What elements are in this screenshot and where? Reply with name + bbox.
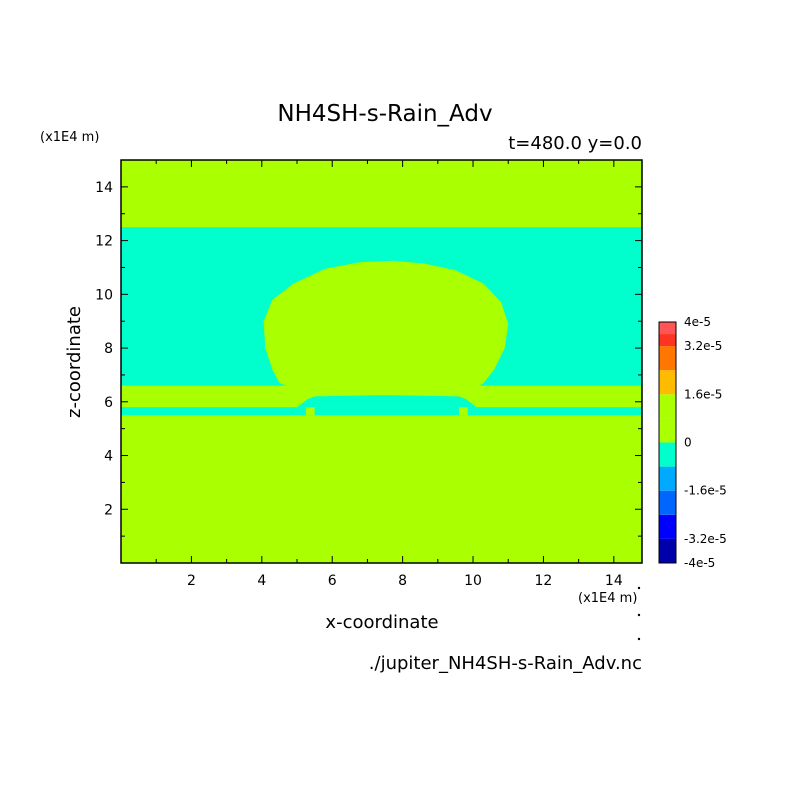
y-unit-label: (x1E4 m) bbox=[40, 130, 99, 145]
colorbar-label: 4e-5 bbox=[684, 315, 711, 329]
x-tick-label: 6 bbox=[328, 573, 337, 589]
chart-title: NH4SH-s-Rain_Adv bbox=[277, 101, 492, 127]
colorbar-level bbox=[659, 394, 676, 419]
y-tick-label: 4 bbox=[104, 449, 113, 465]
colorbar-level bbox=[659, 538, 676, 563]
zero-region-dome bbox=[263, 260, 509, 397]
x-tick-label: 10 bbox=[464, 573, 482, 589]
y-tick-label: 6 bbox=[104, 395, 113, 411]
y-tick-label: 14 bbox=[95, 180, 113, 196]
negative-region-lens bbox=[297, 395, 477, 408]
x-tick-label: 12 bbox=[535, 573, 553, 589]
mark-dot bbox=[637, 637, 641, 641]
y-tick-label: 10 bbox=[95, 287, 113, 303]
source-file-label: ./jupiter_NH4SH-s-Rain_Adv.nc bbox=[369, 653, 642, 674]
x-tick-label: 14 bbox=[605, 573, 623, 589]
y-tick-label: 12 bbox=[95, 234, 113, 250]
colorbar-level bbox=[659, 418, 676, 443]
field-region bbox=[121, 407, 642, 416]
colorbar-level bbox=[659, 322, 676, 335]
x-tick-label: 4 bbox=[257, 573, 266, 589]
chart-subtitle: t=480.0 y=0.0 bbox=[508, 133, 642, 154]
colorbar-label: 1.6e-5 bbox=[684, 387, 722, 401]
y-tick-label: 2 bbox=[104, 502, 113, 518]
colorbar-label: -3.2e-5 bbox=[684, 532, 727, 546]
x-tick-label: 8 bbox=[398, 573, 407, 589]
axes: 2 4 6 8 10 12 14 2 4 6 8 10 12 14 bbox=[95, 159, 643, 589]
colorbar-level bbox=[659, 490, 676, 515]
x-tick-label: 2 bbox=[187, 573, 196, 589]
x-axis-label: x-coordinate bbox=[325, 612, 438, 633]
colorbar-label: -1.6e-5 bbox=[684, 484, 727, 498]
mark-dot bbox=[637, 613, 641, 617]
colorbar-level bbox=[659, 442, 676, 467]
colorbar-level bbox=[659, 370, 676, 395]
zero-region-step bbox=[305, 407, 315, 416]
x-unit-label: (x1E4 m) bbox=[578, 591, 637, 606]
colorbar-level bbox=[659, 346, 676, 371]
zero-region-step bbox=[458, 407, 468, 416]
colorbar-frame bbox=[658, 321, 677, 564]
colorbar-label: 3.2e-5 bbox=[684, 339, 722, 353]
y-axis-label: z-coordinate bbox=[64, 306, 85, 418]
colorbar-label: -4e-5 bbox=[684, 556, 715, 570]
plot-area bbox=[121, 160, 642, 563]
colorbar-level bbox=[659, 334, 676, 347]
colorbar-level bbox=[659, 466, 676, 491]
plot-frame bbox=[120, 159, 643, 564]
colorbar-label: 0 bbox=[684, 436, 692, 450]
y-tick-label: 8 bbox=[104, 341, 113, 357]
colorbar-level bbox=[659, 514, 676, 539]
colorbar: 4e-5 3.2e-5 1.6e-5 0 -1.6e-5 -3.2e-5 -4e-5 bbox=[658, 315, 727, 570]
mark-dot bbox=[637, 586, 641, 590]
